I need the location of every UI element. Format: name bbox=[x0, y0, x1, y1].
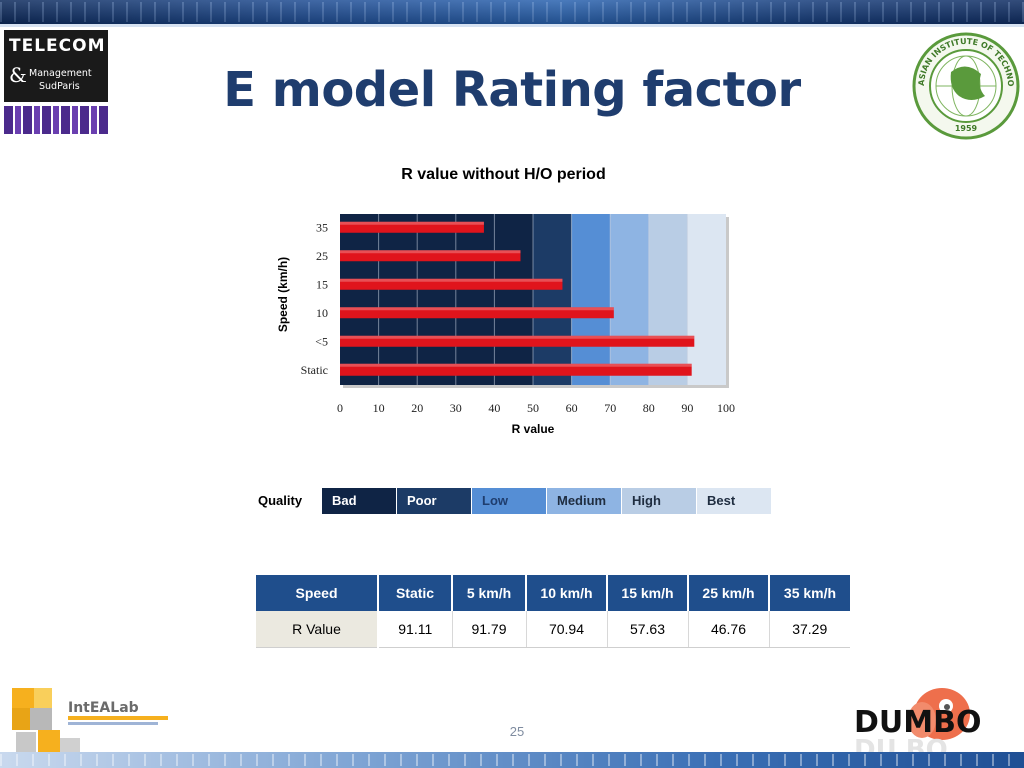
telecom-logo-sudparis: SudParis bbox=[39, 81, 80, 92]
r-value-table: Speed Static 5 km/h 10 km/h 15 km/h 25 k… bbox=[256, 575, 850, 648]
quality-level-best: Best bbox=[697, 488, 771, 514]
x-tick-label: 50 bbox=[527, 401, 539, 415]
chart-title: R value without H/O period bbox=[401, 166, 606, 183]
bar-highlight bbox=[340, 307, 614, 311]
x-tick-label: 70 bbox=[604, 401, 616, 415]
y-tick-label: 10 bbox=[316, 306, 328, 320]
x-tick-label: 0 bbox=[337, 401, 343, 415]
band-low bbox=[571, 214, 611, 385]
telecom-logo-text: TELECOM bbox=[9, 36, 106, 56]
bar-25 bbox=[340, 250, 521, 262]
telecom-logo-ampersand: & bbox=[9, 63, 27, 87]
table-header-10kmh: 10 km/h bbox=[526, 575, 608, 611]
bar-highlight bbox=[340, 221, 484, 225]
x-tick-label: 10 bbox=[373, 401, 385, 415]
telecom-sudparis-logo: TELECOM & Management SudParis bbox=[4, 30, 108, 134]
bottom-banner bbox=[0, 752, 1024, 768]
table-header-static: Static bbox=[378, 575, 453, 611]
top-divider bbox=[0, 24, 1024, 27]
ait-seal-logo: ASIAN INSTITUTE OF TECHNOLOGY 1959 bbox=[911, 30, 1020, 140]
page-number: 25 bbox=[509, 724, 525, 739]
table-cell: 46.76 bbox=[688, 611, 770, 648]
y-tick-label: 35 bbox=[316, 220, 328, 234]
r-value-chart: 35 25 15 10 <5 Static 0 10 20 30 40 50 60 70 80 90 100 R … bbox=[276, 214, 735, 436]
telecom-logo-strip bbox=[4, 106, 108, 134]
x-tick-label: 100 bbox=[717, 401, 735, 415]
y-axis-title: Speed (km/h) bbox=[276, 257, 290, 332]
x-tick-label: 20 bbox=[411, 401, 423, 415]
y-tick-label: Static bbox=[301, 363, 328, 377]
dumbo-name: DUMBO bbox=[854, 705, 982, 740]
slide-title: E model Rating factor bbox=[223, 62, 801, 118]
table-row: R Value 91.11 91.79 70.94 57.63 46.76 37… bbox=[256, 611, 850, 648]
bar-15 bbox=[340, 278, 563, 290]
table-header-35kmh: 35 km/h bbox=[769, 575, 850, 611]
table-cell: 91.11 bbox=[378, 611, 453, 648]
quality-level-medium: Medium bbox=[547, 488, 621, 514]
table-header-15kmh: 15 km/h bbox=[607, 575, 689, 611]
quality-level-bad: Bad bbox=[322, 488, 396, 514]
band-high bbox=[648, 214, 688, 385]
quality-level-low: Low bbox=[472, 488, 546, 514]
y-tick-label: 15 bbox=[316, 277, 328, 291]
band-poor bbox=[533, 214, 572, 385]
table-header-row: Speed Static 5 km/h 10 km/h 15 km/h 25 k… bbox=[256, 575, 850, 611]
intelab-name: IntEALab bbox=[68, 700, 139, 716]
table-header-5kmh: 5 km/h bbox=[452, 575, 527, 611]
y-tick-label: <5 bbox=[315, 334, 328, 348]
quality-scale: Bad Poor Low Medium High Best bbox=[322, 488, 772, 514]
x-axis-title: R value bbox=[512, 422, 555, 436]
bar-highlight bbox=[340, 363, 692, 367]
quality-level-poor: Poor bbox=[397, 488, 471, 514]
table-header-speed: Speed bbox=[256, 575, 379, 611]
band-medium bbox=[610, 214, 649, 385]
y-tick-label: 25 bbox=[316, 249, 328, 263]
band-bad bbox=[340, 214, 533, 385]
bar-5 bbox=[340, 335, 695, 347]
quality-level-high: High bbox=[622, 488, 696, 514]
intelab-logo: IntEALab bbox=[12, 688, 168, 756]
band-best bbox=[687, 214, 726, 385]
x-tick-label: 80 bbox=[643, 401, 655, 415]
quality-label: Quality bbox=[258, 493, 303, 508]
bar-highlight bbox=[340, 335, 695, 339]
top-banner bbox=[0, 0, 1024, 24]
bar-35 bbox=[340, 221, 484, 233]
telecom-logo-management: Management bbox=[29, 68, 92, 79]
table-cell: 37.29 bbox=[769, 611, 850, 648]
bar-highlight bbox=[340, 250, 521, 254]
table-row-label: R Value bbox=[256, 611, 379, 648]
table-cell: 91.79 bbox=[452, 611, 527, 648]
bar-static bbox=[340, 363, 692, 376]
bar-10 bbox=[340, 307, 614, 319]
table-header-25kmh: 25 km/h bbox=[688, 575, 770, 611]
table-cell: 70.94 bbox=[526, 611, 608, 648]
x-tick-label: 40 bbox=[488, 401, 500, 415]
ait-year: 1959 bbox=[955, 124, 978, 133]
bar-highlight bbox=[340, 278, 563, 282]
x-tick-label: 90 bbox=[681, 401, 693, 415]
x-tick-label: 30 bbox=[450, 401, 462, 415]
table-cell: 57.63 bbox=[607, 611, 689, 648]
x-tick-label: 60 bbox=[566, 401, 578, 415]
